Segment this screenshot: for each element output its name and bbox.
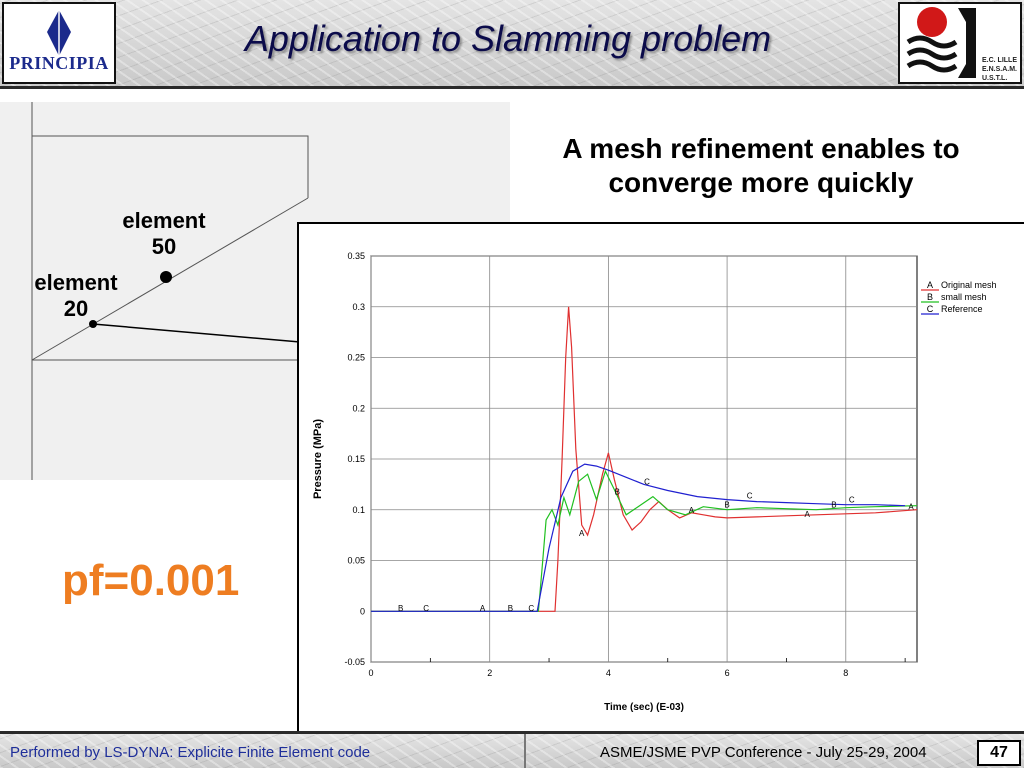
wedge-geometry: [31, 102, 510, 480]
principia-logo-text: PRINCIPIA: [9, 53, 109, 73]
y-tick-label: 0.1: [352, 505, 365, 515]
pressure-plot-panel: -0.05 0 0.05 0.1 0.15 0.2 0.25 0.3 0.35 0 2 4 6 8 Time…: [297, 222, 1024, 732]
y-tick-label: 0: [360, 606, 365, 616]
legend-label-A: Original mesh: [941, 280, 997, 290]
y-tick-label: 0.05: [347, 556, 365, 566]
series-line-B: [371, 469, 918, 612]
curve-marker-C: C: [528, 604, 534, 613]
x-tick-label: 4: [606, 668, 611, 678]
y-tick-label: 0.3: [352, 302, 365, 312]
curve-marker-B: B: [398, 604, 403, 613]
curve-marker-A: A: [480, 604, 486, 613]
x-tick-label: 2: [487, 668, 492, 678]
curve-marker-B: B: [615, 487, 620, 496]
element-50-label: element 50: [122, 208, 206, 259]
slide-footer: Performed by LS-DYNA: Explicite Finite E…: [0, 734, 1024, 768]
series-line-C: [371, 463, 906, 612]
curve-marker-B: B: [831, 501, 836, 510]
curve-marker-A: A: [908, 503, 914, 512]
pf-value-label: pf=0.001: [62, 556, 240, 605]
principia-logo: PRINCIPIA: [2, 2, 116, 84]
element-50-point: [160, 271, 172, 283]
legend-marker-A: A: [927, 280, 933, 290]
footer-divider: [0, 731, 1024, 734]
curve-marker-C: C: [849, 496, 855, 505]
x-tick-label: 6: [725, 668, 730, 678]
curve-marker-C: C: [423, 604, 429, 613]
legend-label-C: Reference: [941, 304, 983, 314]
x-tick-label: 0: [368, 668, 373, 678]
element-20-label: element 20: [34, 270, 118, 321]
school-logo-text: E.C. LILLE E.N.S.A.M. U.S.T.L.: [982, 57, 1018, 82]
y-tick-label: 0.15: [347, 454, 365, 464]
legend-marker-B: B: [927, 292, 933, 302]
curve-marker-C: C: [747, 492, 753, 501]
footer-separator: [524, 734, 526, 768]
diamond-logo-icon: [47, 10, 71, 56]
curve-marker-B: B: [724, 501, 729, 510]
page-number: 47: [977, 740, 1021, 766]
y-tick-label: -0.05: [344, 657, 365, 667]
y-tick-label: 0.25: [347, 353, 365, 363]
curve-marker-A: A: [689, 506, 695, 515]
header-divider: [0, 86, 1024, 89]
wave-logo-icon: [906, 7, 976, 78]
legend-marker-C: C: [927, 304, 934, 314]
curve-marker-A: A: [579, 529, 585, 538]
x-axis-label: Time (sec) (E-03): [604, 702, 684, 713]
curve-marker-A: A: [805, 510, 811, 519]
curve-marker-B: B: [508, 604, 513, 613]
y-tick-label: 0.35: [347, 251, 365, 261]
school-logo: E.C. LILLE E.N.S.A.M. U.S.T.L.: [898, 2, 1022, 84]
footer-software-note: Performed by LS-DYNA: Explicite Finite E…: [10, 744, 371, 761]
x-tick-label: 8: [843, 668, 848, 678]
series-line-A: [371, 306, 918, 612]
legend-label-B: small mesh: [941, 292, 987, 302]
curve-marker-C: C: [644, 477, 650, 486]
y-tick-label: 0.2: [352, 403, 365, 413]
slide-header: PRINCIPIA Application to Slamming proble…: [0, 0, 1024, 88]
footer-conference: ASME/JSME PVP Conference - July 25-29, 2…: [600, 744, 927, 761]
y-axis-label: Pressure (MPa): [312, 419, 324, 499]
slide-title: Application to Slamming problem: [244, 18, 772, 59]
mesh-refinement-statement: A mesh refinement enables to converge mo…: [562, 133, 960, 198]
